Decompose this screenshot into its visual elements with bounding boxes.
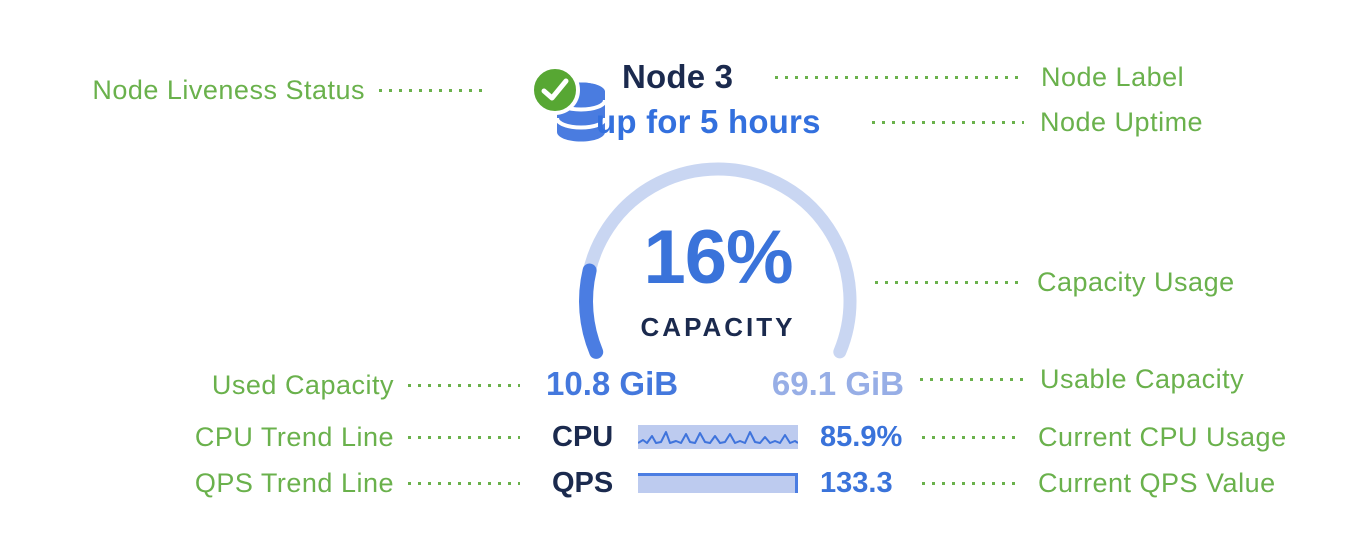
- capacity-values-row: 10.8 GiB 69.1 GiB: [546, 366, 904, 402]
- annotation-label: QPS Trend Line: [194, 468, 394, 498]
- cpu-label: CPU: [552, 421, 614, 453]
- annotation-usable-capacity: Usable Capacity: [920, 364, 1244, 394]
- used-capacity-value: 10.8 GiB: [546, 365, 679, 402]
- node-uptime: up for 5 hours: [596, 103, 821, 140]
- annotation-label: Usable Capacity: [1040, 364, 1245, 394]
- annotation-current-cpu-usage: Current CPU Usage: [922, 422, 1287, 452]
- cpu-sparkline-path: [638, 431, 798, 444]
- capacity-gauge: [579, 162, 857, 359]
- qps-label: QPS: [552, 467, 614, 499]
- annotation-capacity-usage: Capacity Usage: [875, 267, 1235, 297]
- annotation-qps-trend-line: QPS Trend Line: [195, 468, 520, 498]
- cpu-metric-row: CPU 85.9%: [552, 422, 902, 452]
- node-liveness-check-icon: [530, 65, 580, 115]
- gauge-fill-arc: [579, 263, 604, 359]
- dotted-leader: [775, 75, 1025, 79]
- dotted-leader: [920, 377, 1024, 381]
- capacity-caption: CAPACITY: [640, 312, 796, 342]
- usable-capacity-value: 69.1 GiB: [771, 365, 904, 402]
- node-label: Node 3: [622, 58, 734, 95]
- dotted-leader: [922, 481, 1022, 485]
- annotation-label: Current QPS Value: [1038, 468, 1276, 498]
- capacity-percent: 16%: [643, 215, 793, 300]
- annotation-label: Used Capacity: [211, 370, 394, 400]
- dotted-leader: [379, 88, 483, 92]
- qps-value: 133.3: [820, 467, 893, 499]
- annotation-label: CPU Trend Line: [194, 422, 394, 452]
- dotted-leader: [922, 435, 1022, 439]
- dotted-leader: [875, 280, 1021, 284]
- annotation-label: Node Uptime: [1040, 107, 1204, 137]
- dotted-leader: [408, 435, 520, 439]
- annotation-current-qps-value: Current QPS Value: [922, 468, 1276, 498]
- cpu-sparkline: [638, 425, 798, 449]
- annotation-cpu-trend-line: CPU Trend Line: [195, 422, 520, 452]
- cpu-value: 85.9%: [820, 421, 903, 453]
- annotation-label: Current CPU Usage: [1038, 422, 1287, 452]
- annotation-used-capacity: Used Capacity: [212, 370, 520, 400]
- dotted-leader: [408, 383, 520, 387]
- qps-bar: [638, 473, 798, 493]
- annotation-node-liveness-status: Node Liveness Status: [92, 75, 483, 105]
- dotted-leader: [872, 120, 1024, 124]
- annotation-label: Capacity Usage: [1037, 267, 1235, 297]
- annotation-label: Node Label: [1041, 62, 1185, 92]
- annotation-node-uptime: Node Uptime: [872, 107, 1203, 137]
- qps-metric-row: QPS 133.3: [552, 468, 893, 498]
- annotation-label: Node Liveness Status: [92, 75, 365, 105]
- annotation-node-label: Node Label: [775, 62, 1184, 92]
- dotted-leader: [408, 481, 520, 485]
